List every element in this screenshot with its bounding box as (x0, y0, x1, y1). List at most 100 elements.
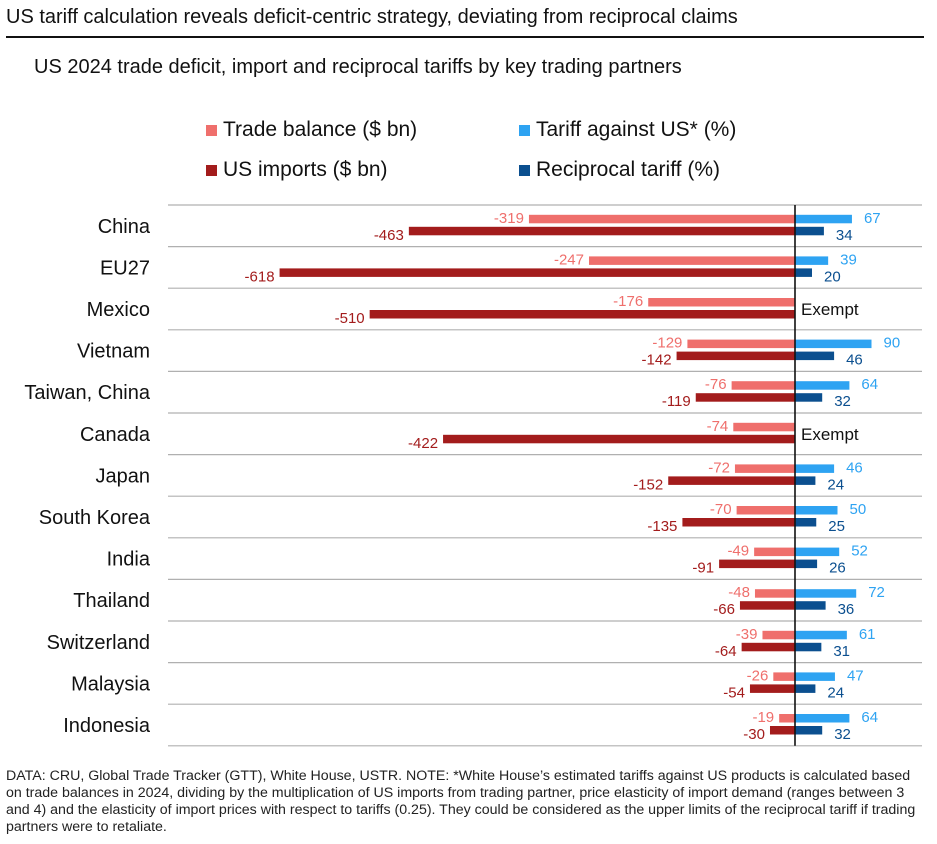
category-label-india: India (107, 549, 151, 571)
label-us-imports-eu27: -618 (245, 268, 275, 285)
label-us-imports-japan: -152 (633, 476, 663, 493)
label-reciprocal-tariff-indonesia: 32 (834, 726, 851, 743)
label-reciprocal-tariff-vietnam: 46 (846, 352, 863, 369)
legend-label-reciprocal-tariff: Reciprocal tariff (%) (536, 158, 720, 181)
category-label-japan: Japan (96, 465, 151, 487)
label-reciprocal-tariff-china: 34 (836, 227, 853, 244)
label-trade-balance-vietnam: -129 (652, 335, 682, 352)
bar-us-imports-switzerland (741, 642, 795, 652)
bar-tariff-against-us-south-korea (795, 506, 838, 515)
label-tariff-against-us-eu27: 39 (840, 251, 857, 268)
label-us-imports-thailand: -66 (713, 601, 735, 618)
bar-reciprocal-tariff-switzerland (795, 642, 822, 652)
label-us-imports-switzerland: -64 (715, 643, 737, 660)
bar-reciprocal-tariff-indonesia (795, 726, 823, 735)
category-label-vietnam: Vietnam (77, 341, 150, 363)
bar-tariff-against-us-vietnam (795, 339, 872, 349)
bar-us-imports-china (408, 226, 795, 236)
bar-tariff-against-us-taiwan-china (795, 381, 850, 390)
category-label-switzerland: Switzerland (47, 632, 150, 654)
label-trade-balance-eu27: -247 (554, 251, 584, 268)
headline-divider (6, 36, 924, 38)
bar-us-imports-canada (443, 434, 795, 444)
label-us-imports-taiwan-china: -119 (662, 393, 691, 410)
label-us-imports-canada: -422 (408, 435, 438, 452)
bar-trade-balance-india (754, 547, 795, 557)
label-tariff-against-us-indonesia: 64 (861, 709, 878, 726)
source-note: DATA: CRU, Global Trade Tracker (GTT), W… (6, 768, 916, 835)
label-tariff-against-us-india: 52 (851, 543, 868, 560)
label-tariff-against-us-china: 67 (864, 210, 881, 227)
bar-trade-balance-eu27 (589, 256, 795, 265)
bar-us-imports-malaysia (749, 684, 795, 693)
exempt-label-canada: Exempt (801, 425, 859, 444)
bar-tariff-against-us-malaysia (795, 672, 835, 681)
legend-label-us-imports: US imports ($ bn) (223, 158, 388, 181)
legend-item-reciprocal-tariff: Reciprocal tariff (%) (519, 158, 720, 182)
bar-us-imports-vietnam (676, 351, 795, 361)
bar-trade-balance-taiwan-china (731, 381, 795, 390)
category-label-canada: Canada (80, 424, 151, 446)
label-reciprocal-tariff-india: 26 (829, 560, 846, 577)
label-reciprocal-tariff-malaysia: 24 (827, 684, 844, 701)
legend-label-trade-balance: Trade balance ($ bn) (223, 118, 418, 141)
label-us-imports-indonesia: -30 (743, 726, 765, 743)
label-trade-balance-japan: -72 (708, 459, 730, 476)
bar-trade-balance-mexico (648, 298, 795, 307)
category-label-malaysia: Malaysia (71, 673, 151, 695)
category-label-south-korea: South Korea (39, 507, 151, 529)
category-label-indonesia: Indonesia (63, 715, 151, 737)
legend-swatch-trade-balance (206, 124, 217, 136)
bar-us-imports-south-korea (682, 518, 795, 527)
bar-us-imports-eu27 (279, 268, 795, 277)
label-trade-balance-thailand: -48 (728, 584, 750, 601)
label-tariff-against-us-japan: 46 (846, 459, 863, 476)
label-trade-balance-switzerland: -39 (736, 626, 758, 643)
label-reciprocal-tariff-switzerland: 31 (833, 643, 850, 660)
label-reciprocal-tariff-eu27: 20 (824, 268, 841, 285)
label-tariff-against-us-switzerland: 61 (859, 626, 876, 643)
category-label-taiwan-china: Taiwan, China (24, 382, 151, 404)
category-label-mexico: Mexico (87, 299, 150, 321)
label-us-imports-malaysia: -54 (723, 684, 745, 701)
chart-headline: US tariff calculation reveals deficit-ce… (6, 6, 738, 28)
label-tariff-against-us-vietnam: 90 (884, 335, 901, 352)
bar-reciprocal-tariff-thailand (795, 601, 826, 610)
bar-trade-balance-vietnam (687, 339, 795, 349)
label-trade-balance-mexico: -176 (613, 293, 643, 310)
category-label-eu27: EU27 (100, 257, 150, 279)
legend-item-us-imports: US imports ($ bn) (206, 158, 388, 182)
label-reciprocal-tariff-south-korea: 25 (828, 518, 845, 535)
bar-trade-balance-japan (734, 464, 795, 473)
label-tariff-against-us-taiwan-china: 64 (861, 376, 878, 393)
label-trade-balance-india: -49 (727, 543, 749, 560)
label-tariff-against-us-south-korea: 50 (850, 501, 867, 518)
label-trade-balance-indonesia: -19 (752, 709, 774, 726)
label-us-imports-south-korea: -135 (647, 518, 677, 535)
label-us-imports-china: -463 (374, 227, 404, 244)
exempt-label-mexico: Exempt (801, 300, 859, 319)
label-trade-balance-malaysia: -26 (747, 667, 769, 684)
label-tariff-against-us-thailand: 72 (868, 584, 885, 601)
bar-us-imports-japan (668, 476, 795, 485)
bar-trade-balance-indonesia (779, 714, 795, 723)
bar-tariff-against-us-japan (795, 464, 835, 473)
legend-item-trade-balance: Trade balance ($ bn) (206, 118, 417, 142)
category-label-china: China (98, 216, 151, 238)
legend-swatch-reciprocal-tariff (519, 164, 530, 176)
bar-reciprocal-tariff-vietnam (795, 351, 835, 361)
bar-us-imports-mexico (369, 310, 795, 319)
bar-reciprocal-tariff-malaysia (795, 684, 816, 693)
bar-us-imports-taiwan-china (695, 393, 795, 402)
category-label-thailand: Thailand (73, 590, 150, 612)
bar-tariff-against-us-eu27 (795, 256, 829, 265)
bar-trade-balance-switzerland (762, 630, 795, 640)
bar-reciprocal-tariff-india (795, 559, 818, 569)
label-trade-balance-china: -319 (494, 210, 524, 227)
label-trade-balance-south-korea: -70 (710, 501, 732, 518)
label-trade-balance-canada: -74 (707, 418, 729, 435)
legend-swatch-us-imports (206, 164, 217, 176)
bar-tariff-against-us-thailand (795, 589, 857, 598)
bar-us-imports-indonesia (769, 726, 795, 735)
